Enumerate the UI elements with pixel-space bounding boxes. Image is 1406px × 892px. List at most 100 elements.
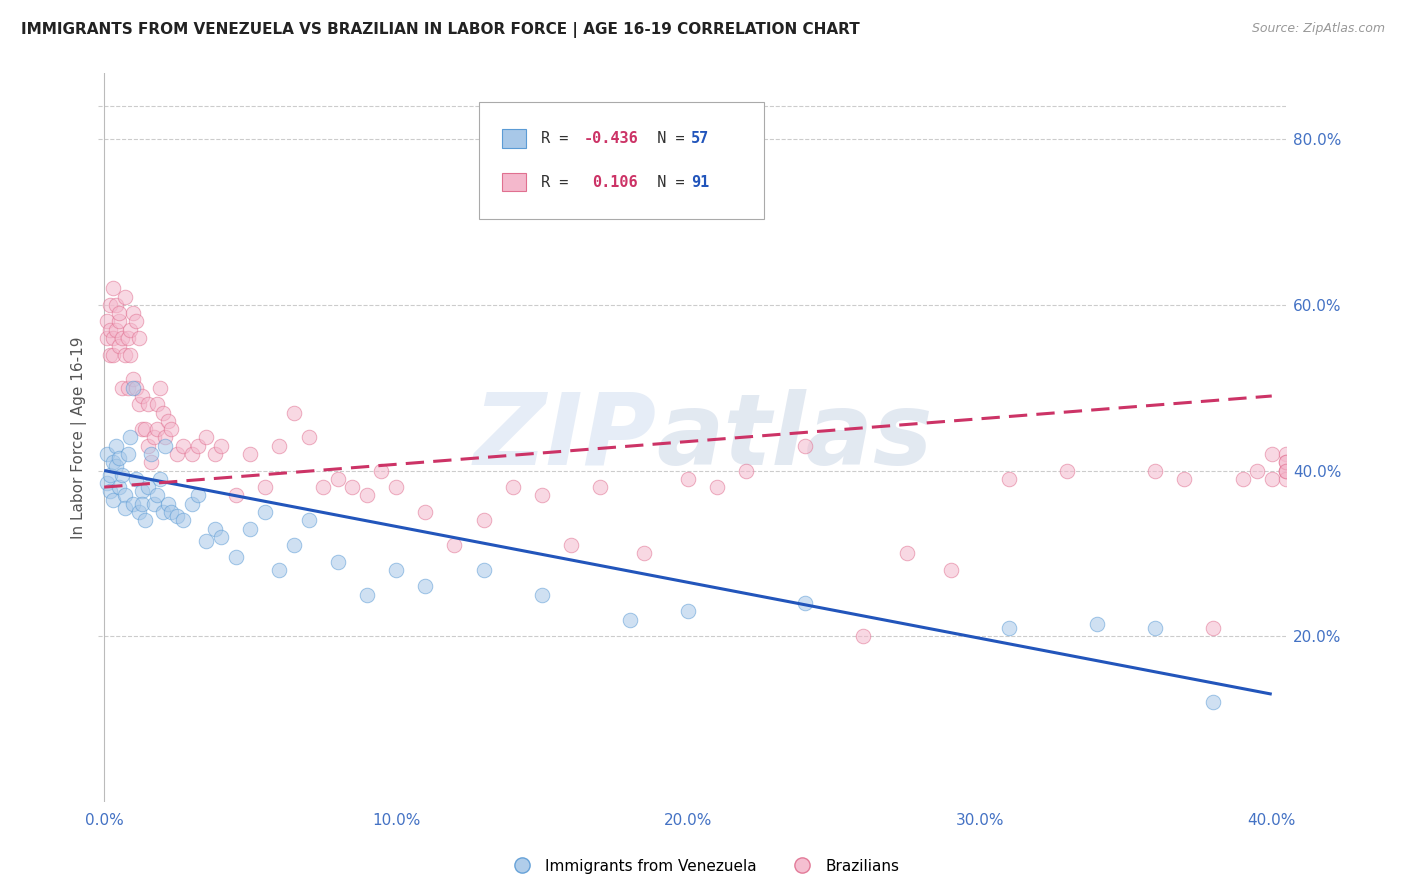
Bar bbox=[502, 129, 526, 148]
Text: 0.106: 0.106 bbox=[592, 175, 638, 190]
Point bbox=[187, 439, 209, 453]
Point bbox=[209, 530, 232, 544]
Text: atlas: atlas bbox=[657, 389, 934, 486]
Point bbox=[502, 480, 524, 494]
Point bbox=[269, 439, 291, 453]
Point bbox=[139, 447, 162, 461]
Point bbox=[101, 348, 124, 362]
Point bbox=[96, 331, 118, 345]
Point bbox=[157, 497, 180, 511]
Point bbox=[128, 331, 150, 345]
Point bbox=[120, 430, 142, 444]
Point bbox=[101, 331, 124, 345]
Point bbox=[180, 497, 202, 511]
Point bbox=[111, 331, 134, 345]
Point bbox=[131, 484, 153, 499]
Point bbox=[128, 505, 150, 519]
Point bbox=[204, 447, 226, 461]
Point bbox=[155, 439, 177, 453]
Point bbox=[101, 281, 124, 295]
Point bbox=[1056, 464, 1078, 478]
Point bbox=[1261, 472, 1284, 486]
Point bbox=[413, 505, 436, 519]
Point bbox=[204, 522, 226, 536]
Point bbox=[107, 339, 129, 353]
Point bbox=[160, 422, 183, 436]
Bar bbox=[502, 173, 526, 192]
Point bbox=[225, 488, 247, 502]
Point bbox=[793, 439, 815, 453]
Legend: Immigrants from Venezuela, Brazilians: Immigrants from Venezuela, Brazilians bbox=[501, 853, 905, 880]
Point bbox=[589, 480, 612, 494]
Point bbox=[531, 588, 554, 602]
Point bbox=[125, 314, 148, 328]
Point bbox=[125, 472, 148, 486]
Point bbox=[166, 509, 188, 524]
Point bbox=[356, 488, 378, 502]
Text: ZIP: ZIP bbox=[474, 389, 657, 486]
Point bbox=[1143, 464, 1166, 478]
Point bbox=[131, 497, 153, 511]
Point bbox=[1202, 621, 1225, 635]
Point bbox=[253, 480, 276, 494]
Point bbox=[111, 381, 134, 395]
Point bbox=[443, 538, 465, 552]
Point bbox=[152, 406, 174, 420]
Point bbox=[1275, 447, 1298, 461]
Point bbox=[122, 372, 145, 386]
Point bbox=[195, 533, 218, 548]
Point bbox=[104, 298, 127, 312]
Point bbox=[117, 381, 139, 395]
Point bbox=[98, 323, 121, 337]
Point bbox=[735, 464, 758, 478]
Point bbox=[633, 546, 655, 560]
Point bbox=[1173, 472, 1195, 486]
Point bbox=[1261, 447, 1284, 461]
Text: N =: N = bbox=[638, 175, 693, 190]
Point bbox=[142, 497, 165, 511]
Point bbox=[122, 306, 145, 320]
Point bbox=[136, 480, 159, 494]
Point bbox=[104, 439, 127, 453]
Point bbox=[187, 488, 209, 502]
Point bbox=[120, 323, 142, 337]
Point bbox=[107, 314, 129, 328]
Point bbox=[131, 389, 153, 403]
Point bbox=[1085, 616, 1108, 631]
Point bbox=[172, 439, 194, 453]
Point bbox=[1143, 621, 1166, 635]
Point bbox=[531, 488, 554, 502]
Point bbox=[998, 472, 1021, 486]
Point bbox=[122, 497, 145, 511]
Point bbox=[114, 290, 136, 304]
Point bbox=[96, 475, 118, 490]
Point bbox=[96, 447, 118, 461]
Point bbox=[1275, 455, 1298, 469]
Point bbox=[149, 381, 172, 395]
FancyBboxPatch shape bbox=[478, 102, 763, 219]
Point bbox=[239, 447, 262, 461]
Point bbox=[297, 430, 319, 444]
Point bbox=[172, 513, 194, 527]
Point bbox=[1275, 464, 1298, 478]
Point bbox=[385, 563, 408, 577]
Point bbox=[98, 348, 121, 362]
Point bbox=[195, 430, 218, 444]
Point bbox=[107, 451, 129, 466]
Point bbox=[312, 480, 335, 494]
Point bbox=[1275, 464, 1298, 478]
Point bbox=[180, 447, 202, 461]
Point bbox=[939, 563, 962, 577]
Point bbox=[676, 604, 699, 618]
Text: 57: 57 bbox=[692, 131, 710, 146]
Point bbox=[98, 484, 121, 499]
Point bbox=[253, 505, 276, 519]
Point bbox=[1275, 472, 1298, 486]
Point bbox=[131, 422, 153, 436]
Point bbox=[1275, 455, 1298, 469]
Point bbox=[385, 480, 408, 494]
Point bbox=[122, 381, 145, 395]
Text: IMMIGRANTS FROM VENEZUELA VS BRAZILIAN IN LABOR FORCE | AGE 16-19 CORRELATION CH: IMMIGRANTS FROM VENEZUELA VS BRAZILIAN I… bbox=[21, 22, 860, 38]
Point bbox=[139, 455, 162, 469]
Point bbox=[155, 430, 177, 444]
